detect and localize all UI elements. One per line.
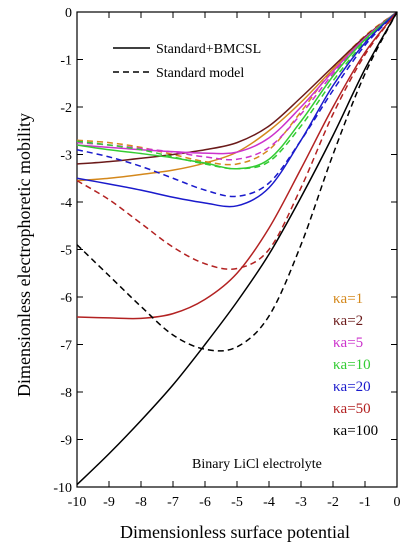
- curve-dashed-a1: [76, 11, 398, 166]
- curve-dashed-a20: [76, 11, 398, 198]
- curve-dashed-a10: [76, 11, 398, 170]
- series-label-a50: κa=50: [333, 401, 371, 417]
- x-tick-label: -10: [68, 495, 87, 510]
- y-tick-label: 0: [65, 6, 72, 21]
- y-tick-label: -9: [60, 434, 72, 449]
- series-label-a5: κa=5: [333, 335, 363, 351]
- curves: [76, 11, 398, 486]
- curve-solid-a1: [76, 11, 398, 182]
- curve-solid-a5: [76, 11, 398, 155]
- legend-label-standard-model: Standard model: [156, 66, 244, 81]
- series-label-a10: κa=10: [333, 357, 371, 373]
- x-tick-label: -5: [231, 495, 243, 510]
- curve-solid-a100: [76, 11, 398, 486]
- y-tick-label: -10: [53, 481, 72, 496]
- curve-solid-a2: [76, 11, 398, 165]
- y-axis-title: Dimensionless electrophoretic mobility: [14, 113, 34, 397]
- y-tick-label: -1: [60, 54, 72, 69]
- curve-solid-a50: [76, 11, 398, 320]
- legend-label-standard-bmcsl: Standard+BMCSL: [156, 42, 261, 57]
- ticks: -10 -9 -8 -7 -6 -5 -4 -3 -2 -1 00-1-2-3-4-5-6-7-8-…: [53, 6, 400, 510]
- y-tick-label: -7: [60, 339, 72, 354]
- y-tick-label: -3: [60, 149, 72, 164]
- x-tick-label: -9: [103, 495, 115, 510]
- x-tick-label: -8: [135, 495, 147, 510]
- x-tick-label: -6: [199, 495, 211, 510]
- curve-solid-a10: [76, 11, 398, 170]
- x-tick-label: -3: [295, 495, 307, 510]
- curve-dashed-a100: [76, 11, 398, 352]
- y-tick-label: -2: [60, 101, 72, 116]
- x-axis-title: Dimensionless surface potential: [120, 522, 350, 542]
- series-label-a100: κa=100: [333, 423, 378, 439]
- x-tick-label: -1: [359, 495, 371, 510]
- x-tick-label: -7: [167, 495, 179, 510]
- x-tick-label: -2: [327, 495, 339, 510]
- series-label-a2: κa=2: [333, 313, 363, 329]
- ka-labels: κa=1 κa=2 κa=5 κa=10 κa=20 κa=50 κa=100: [333, 291, 378, 439]
- electrolyte-annotation: Binary LiCl electrolyte: [192, 457, 322, 472]
- legend: Standard+BMCSL Standard model: [113, 42, 261, 81]
- y-tick-label: -6: [60, 291, 72, 306]
- series-label-a1: κa=1: [333, 291, 363, 307]
- y-tick-label: -5: [60, 244, 72, 259]
- series-label-a20: κa=20: [333, 379, 371, 395]
- y-tick-label: -8: [60, 386, 72, 401]
- x-tick-label: 0: [394, 495, 401, 510]
- y-tick-label: -4: [60, 196, 72, 211]
- curve-solid-a20: [76, 11, 398, 208]
- curve-dashed-a5: [76, 11, 398, 161]
- x-tick-label: -4: [263, 495, 275, 510]
